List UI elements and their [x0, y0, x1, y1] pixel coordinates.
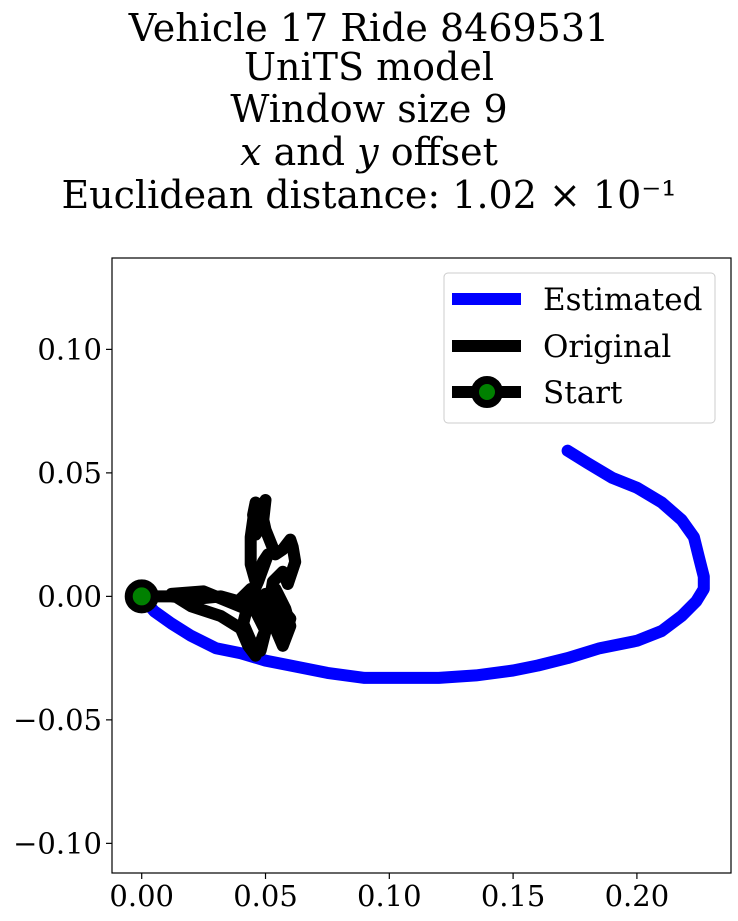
legend-label-start: Start: [543, 375, 623, 411]
legend-label-estimated: Estimated: [543, 282, 702, 318]
y-tick-label: 0.10: [37, 332, 102, 366]
series-line-original: [135, 494, 302, 662]
x-tick-label: 0.20: [605, 879, 670, 913]
legend-label-original: Original: [543, 329, 671, 365]
title-line-distance: Euclidean distance: 1.02 × 10⁻¹: [61, 173, 677, 217]
x-tick-label: 0.00: [109, 879, 174, 913]
x-tick-label: 0.10: [357, 879, 422, 913]
legend: Estimated Original Start: [443, 272, 716, 424]
legend-marker-start: [471, 376, 503, 408]
title-line-vehicle: Vehicle 17 Ride 8469531: [128, 6, 610, 50]
y-tick-label: 0.05: [37, 456, 102, 490]
data-group: [124, 444, 710, 684]
title-line-model: UniTS model: [244, 45, 494, 89]
title-line-window: Window size 9: [230, 87, 508, 131]
series-line-estimated: [135, 444, 710, 684]
axes-frame: [111, 257, 732, 874]
y-tick-label: 0.00: [37, 579, 102, 613]
series-layer: [124, 444, 710, 684]
y-tick-label: −0.10: [13, 826, 102, 860]
legend-box: [443, 272, 716, 424]
y-tick-label: −0.05: [13, 703, 102, 737]
title-line-offset: 𝑥 and 𝑦 offset: [240, 130, 498, 174]
x-tick-label: 0.05: [233, 879, 298, 913]
x-tick-label: 0.15: [481, 879, 546, 913]
axes-layer: 0.00 0.05 0.10 0.15 0.20 −0.10 −0.05 0.00 0.05 0.…: [13, 257, 732, 913]
start-marker: [124, 579, 159, 614]
